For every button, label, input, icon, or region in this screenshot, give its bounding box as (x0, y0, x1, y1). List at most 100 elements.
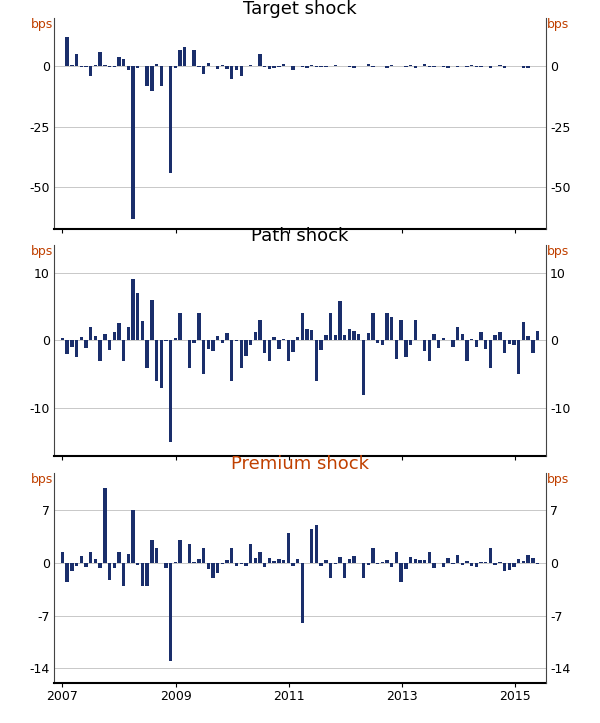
Bar (287, 533, 290, 563)
Bar (226, 333, 229, 341)
Bar (235, 67, 238, 70)
Bar (117, 552, 121, 563)
Bar (94, 559, 97, 563)
Bar (484, 341, 487, 348)
Bar (239, 563, 243, 564)
Bar (249, 544, 253, 563)
Bar (423, 64, 427, 67)
Bar (178, 313, 182, 341)
Bar (141, 321, 144, 341)
Bar (65, 341, 69, 354)
Bar (493, 335, 497, 341)
Bar (178, 50, 182, 67)
Bar (428, 552, 431, 563)
Bar (461, 334, 464, 341)
Title: Path shock: Path shock (251, 228, 349, 245)
Bar (343, 563, 346, 578)
Bar (85, 563, 88, 567)
Bar (493, 563, 497, 565)
Bar (367, 64, 370, 67)
Bar (259, 54, 262, 67)
Bar (244, 341, 248, 356)
Bar (183, 47, 187, 67)
Bar (517, 66, 520, 67)
Bar (433, 563, 436, 568)
Bar (536, 563, 539, 564)
Bar (400, 320, 403, 341)
Bar (160, 67, 163, 86)
Bar (385, 313, 389, 341)
Title: Target shock: Target shock (243, 0, 357, 18)
Bar (465, 561, 469, 563)
Text: bps: bps (31, 473, 53, 486)
Bar (216, 335, 220, 341)
Bar (409, 65, 412, 67)
Text: bps: bps (547, 473, 569, 486)
Bar (442, 563, 445, 567)
Bar (367, 333, 370, 341)
Bar (498, 65, 502, 67)
Bar (470, 563, 473, 566)
Bar (461, 563, 464, 565)
Bar (390, 563, 394, 568)
Bar (113, 563, 116, 568)
Bar (367, 563, 370, 565)
Bar (113, 333, 116, 341)
Bar (188, 341, 191, 367)
Bar (484, 562, 487, 563)
Bar (470, 65, 473, 67)
Bar (131, 279, 135, 341)
Bar (98, 52, 102, 67)
Bar (65, 563, 69, 582)
Bar (136, 67, 139, 69)
Bar (503, 67, 506, 68)
Bar (141, 563, 144, 586)
Bar (296, 559, 299, 563)
Bar (89, 552, 92, 563)
Bar (122, 59, 125, 67)
Bar (526, 336, 530, 341)
Bar (446, 558, 450, 563)
Bar (315, 341, 318, 381)
Text: bps: bps (31, 18, 53, 31)
Text: bps: bps (547, 245, 569, 258)
Bar (404, 563, 407, 569)
Bar (136, 293, 139, 341)
Bar (221, 65, 224, 67)
Bar (94, 335, 97, 341)
Bar (89, 327, 92, 341)
Bar (85, 341, 88, 348)
Bar (206, 563, 210, 570)
Bar (244, 563, 248, 565)
Bar (479, 562, 483, 563)
Bar (117, 57, 121, 67)
Bar (108, 341, 111, 351)
Bar (249, 341, 253, 345)
Bar (395, 66, 398, 67)
Bar (61, 66, 64, 67)
Bar (216, 563, 220, 573)
Bar (127, 555, 130, 563)
Bar (526, 555, 530, 563)
Bar (272, 67, 276, 68)
Bar (517, 341, 520, 375)
Bar (400, 66, 403, 67)
Bar (508, 341, 511, 344)
Bar (211, 341, 215, 351)
Bar (173, 562, 177, 563)
Bar (503, 563, 506, 570)
Bar (268, 341, 271, 361)
Bar (145, 341, 149, 367)
Bar (291, 563, 295, 566)
Bar (347, 329, 351, 341)
Bar (65, 38, 69, 67)
Bar (235, 563, 238, 566)
Bar (103, 65, 107, 67)
Bar (263, 341, 266, 353)
Bar (282, 560, 285, 563)
Bar (230, 341, 233, 381)
Bar (80, 556, 83, 563)
Text: bps: bps (547, 18, 569, 31)
Bar (272, 561, 276, 563)
Bar (456, 555, 459, 563)
